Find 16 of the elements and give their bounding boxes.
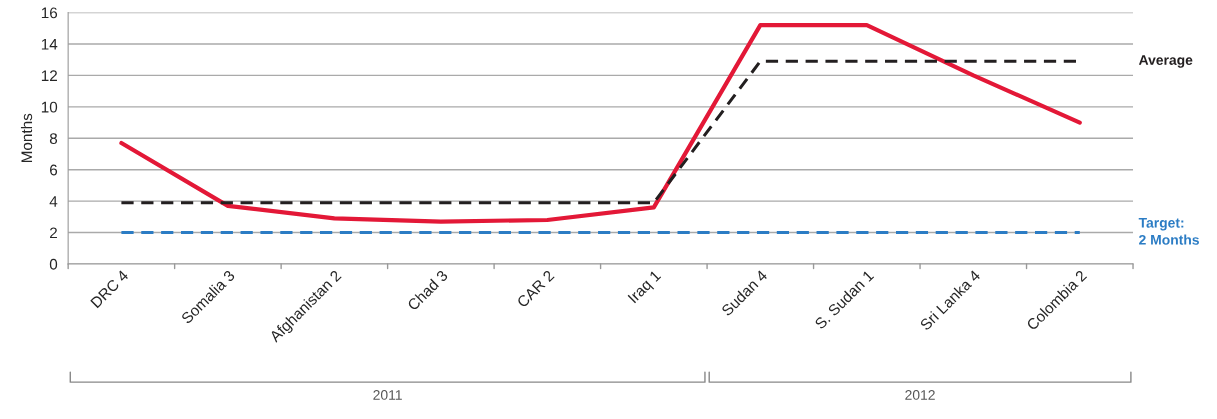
ref-line-label: Target: 2 Months (1138, 218, 1199, 245)
y-tick-label: 16 (41, 7, 58, 19)
y-tick-label: 4 (49, 196, 58, 207)
y-tick-label: 12 (41, 70, 57, 81)
y-tick-label: 10 (41, 101, 58, 113)
y-tick-label: 2 (50, 227, 57, 239)
line-series (119, 23, 1082, 224)
y-tick-label: 14 (41, 39, 58, 50)
y-tick-label: 0 (49, 258, 58, 270)
y-tick-label: 6 (50, 164, 58, 176)
text: Average (1138, 55, 1193, 68)
text: 2011 (373, 390, 402, 400)
y-tick-label: 8 (49, 133, 58, 144)
text: 2012 (905, 390, 935, 400)
x-tick-label: Iraq 1 (627, 269, 664, 306)
y-axis-title: Months (20, 113, 33, 163)
